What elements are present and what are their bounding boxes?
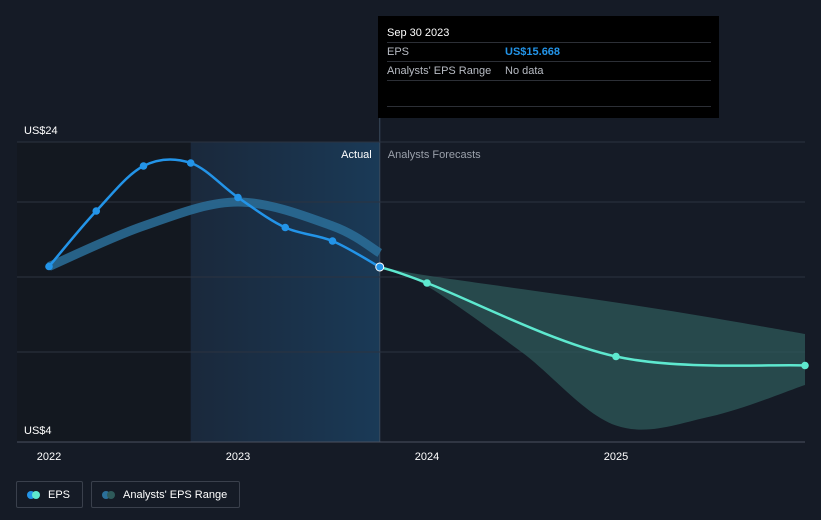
eps-forecast-point xyxy=(612,352,620,361)
eps-point xyxy=(328,237,337,245)
eps-point xyxy=(92,207,101,215)
eps-current-point xyxy=(375,262,385,272)
highlight-region xyxy=(190,142,380,442)
tooltip-eps-row: EPS US$15.668 xyxy=(387,42,711,61)
actual-label: Actual xyxy=(341,149,372,161)
legend-range-button[interactable]: Analysts' EPS Range xyxy=(91,481,241,508)
eps-forecast-line xyxy=(379,265,806,367)
eps-point xyxy=(281,223,290,232)
legend-range-label: Analysts' EPS Range xyxy=(123,488,228,501)
eps-point xyxy=(186,159,195,167)
x-tick-label: 2025 xyxy=(604,451,628,463)
past-region xyxy=(17,142,191,442)
analysts-range-band xyxy=(47,197,383,271)
x-tick-label: 2024 xyxy=(415,451,439,463)
y-label-top: US$24 xyxy=(24,125,58,137)
eps-point xyxy=(139,162,148,170)
x-tick-label: 2022 xyxy=(37,451,61,463)
tooltip-range-label: Analysts' EPS Range xyxy=(387,65,492,77)
tooltip-divider xyxy=(387,80,711,107)
forecast-label: Analysts Forecasts xyxy=(388,149,481,161)
tooltip-date: Sep 30 2023 xyxy=(387,27,450,39)
eps-point xyxy=(234,193,242,202)
tooltip-eps-value: US$15.668 xyxy=(505,46,561,58)
forecast-range-area xyxy=(379,266,805,430)
eps-forecast-point xyxy=(423,279,431,287)
eps-legend-icon xyxy=(27,490,40,499)
tooltip-range-value: No data xyxy=(505,65,544,77)
tooltip-range-row: Analysts' EPS Range No data xyxy=(387,61,711,80)
range-legend-icon xyxy=(102,490,116,499)
legend: EPS Analysts' EPS Range xyxy=(16,481,241,508)
tooltip: Sep 30 2023 EPS US$15.668 Analysts' EPS … xyxy=(378,16,719,118)
eps-point xyxy=(45,262,53,271)
y-label-bottom: US$4 xyxy=(24,425,52,437)
legend-eps-label: EPS xyxy=(48,488,71,501)
x-tick-label: 2023 xyxy=(226,451,250,463)
tooltip-eps-label: EPS xyxy=(387,46,410,58)
legend-eps-button[interactable]: EPS xyxy=(16,481,84,508)
eps-forecast-point xyxy=(801,361,809,370)
